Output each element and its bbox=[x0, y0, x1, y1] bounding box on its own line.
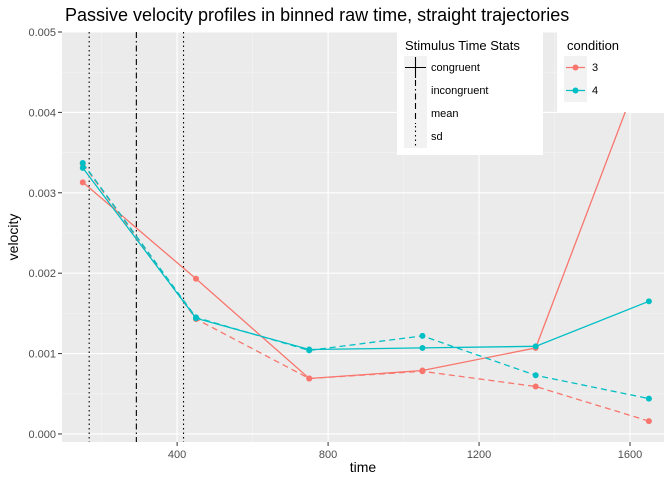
data-point bbox=[79, 179, 86, 186]
legend-label: congruent bbox=[431, 62, 480, 74]
data-point bbox=[419, 368, 426, 375]
data-point bbox=[192, 314, 199, 321]
legend-label: sd bbox=[431, 131, 443, 143]
data-point bbox=[192, 275, 199, 282]
chart-title: Passive velocity profiles in binned raw … bbox=[65, 5, 569, 25]
y-axis: 0.000 0.001 0.002 0.003 0.004 0.005 bbox=[28, 27, 62, 441]
legend-label: 4 bbox=[592, 85, 598, 97]
legend-label: mean bbox=[431, 108, 459, 120]
data-point bbox=[645, 395, 652, 402]
legend-key-point bbox=[572, 64, 579, 71]
series-line bbox=[82, 49, 650, 380]
legend-condition: condition 3 4 bbox=[557, 32, 664, 112]
x-tick-label: 1600 bbox=[618, 449, 642, 461]
legend-label: incongruent bbox=[431, 85, 489, 97]
y-tick-label: 0.005 bbox=[28, 27, 56, 39]
series-line bbox=[82, 162, 650, 400]
data-point bbox=[419, 344, 426, 351]
data-point bbox=[645, 418, 652, 425]
data-point bbox=[532, 383, 539, 390]
data-point bbox=[419, 332, 426, 339]
legend-condition-title: condition bbox=[567, 38, 619, 53]
legend-label: 3 bbox=[592, 62, 598, 74]
x-tick-label: 1200 bbox=[467, 449, 491, 461]
x-axis-title: time bbox=[350, 459, 377, 475]
data-point bbox=[306, 347, 313, 354]
data-point bbox=[306, 375, 313, 382]
data-point bbox=[532, 372, 539, 379]
y-tick-label: 0.002 bbox=[28, 268, 56, 280]
legend-stats-title: Stimulus Time Stats bbox=[405, 38, 520, 53]
series-points bbox=[79, 46, 652, 425]
x-tick-label: 800 bbox=[319, 449, 337, 461]
data-point bbox=[532, 343, 539, 350]
legend-stimulus-time-stats: Stimulus Time Stats congruent incongruent… bbox=[397, 32, 543, 155]
data-point bbox=[79, 164, 86, 171]
data-point bbox=[79, 160, 86, 167]
data-point bbox=[645, 298, 652, 305]
series-line bbox=[82, 167, 650, 351]
y-tick-label: 0.001 bbox=[28, 349, 56, 361]
y-axis-title: velocity bbox=[5, 214, 21, 261]
y-tick-label: 0.003 bbox=[28, 188, 56, 200]
y-tick-label: 0.004 bbox=[28, 107, 56, 119]
x-tick-label: 400 bbox=[168, 449, 186, 461]
series-lines bbox=[82, 49, 650, 422]
y-tick-label: 0.000 bbox=[28, 429, 56, 441]
x-axis: 400 800 1200 1600 bbox=[168, 442, 642, 461]
legend-key-point bbox=[572, 87, 579, 94]
